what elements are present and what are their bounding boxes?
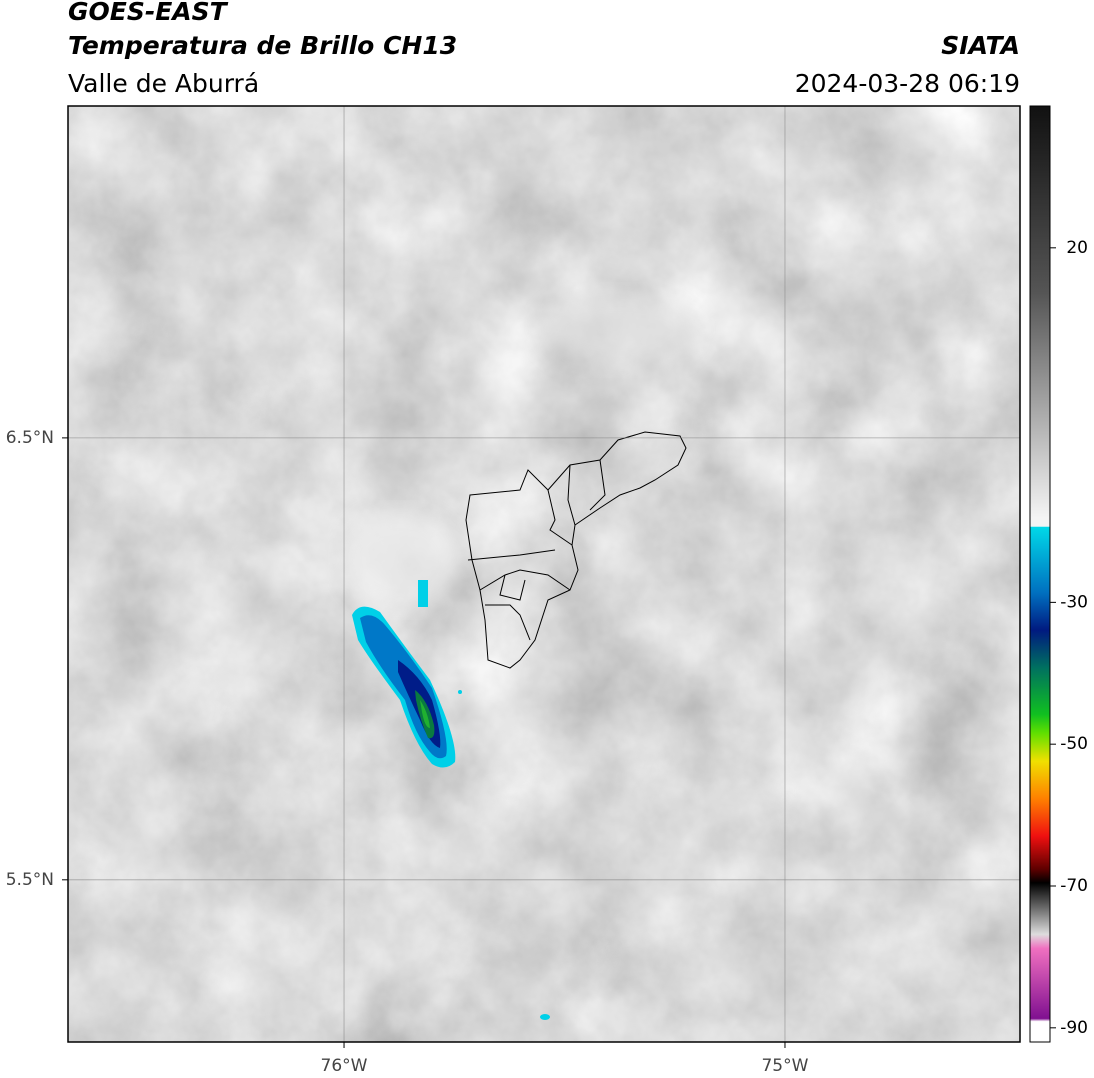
lat-tick-label: 6.5°N — [6, 428, 54, 448]
region: Valle de Aburrá — [68, 69, 259, 98]
lon-tick-label: 76°W — [321, 1056, 368, 1076]
colorbar-tick-label: -50 — [1060, 734, 1088, 754]
source: SIATA — [941, 31, 1020, 60]
cold-cloud — [352, 580, 550, 1020]
satellite-image — [68, 106, 1020, 1042]
colorbar-tick-label: -70 — [1060, 876, 1088, 896]
colorbar-tick-label: 20 — [1066, 238, 1088, 258]
colorbar-tick-label: -30 — [1060, 592, 1088, 612]
subtitle: Temperatura de Brillo CH13 — [68, 31, 457, 60]
title: GOES-EAST — [68, 0, 229, 26]
colorbar — [1029, 105, 1051, 1043]
grid — [68, 106, 1020, 1042]
datetime: 2024-03-28 06:19 — [795, 69, 1020, 98]
lon-tick-label: 75°W — [761, 1056, 808, 1076]
municipal-boundaries — [465, 431, 687, 669]
map-frame — [67, 105, 1021, 1043]
lat-tick-label: 5.5°N — [6, 870, 54, 890]
colorbar-tick-label: -90 — [1060, 1018, 1088, 1038]
